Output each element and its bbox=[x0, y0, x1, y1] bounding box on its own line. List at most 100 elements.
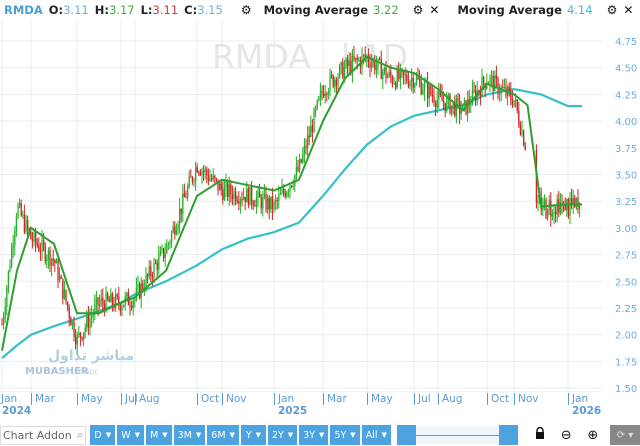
period-button-d[interactable]: D ▼ bbox=[90, 425, 116, 445]
ma2-label: Moving Average bbox=[457, 3, 562, 17]
x-tick-label: Jan bbox=[1, 393, 18, 405]
chevron-down-icon: ▼ bbox=[134, 431, 141, 439]
x-tick-label: Aug bbox=[135, 393, 160, 405]
reset-zoom-button[interactable]: ⟳ ▾ bbox=[610, 425, 640, 445]
y-tick-label: 3.25 bbox=[615, 197, 637, 208]
y-tick-label: 1.50 bbox=[615, 384, 637, 392]
x-tick-label: May bbox=[367, 393, 393, 405]
close-key: C bbox=[184, 3, 193, 17]
period-button-5y[interactable]: 5Y ▼ bbox=[330, 425, 360, 445]
zoom-in-icon[interactable]: ⊕ bbox=[587, 427, 599, 443]
high-sep: : bbox=[104, 3, 109, 17]
ma2-close-icon[interactable]: ✕ bbox=[623, 3, 634, 17]
period-label: All bbox=[365, 429, 378, 441]
period-label: Y bbox=[245, 429, 252, 441]
x-tick-label: Oct bbox=[197, 393, 219, 405]
chevron-down-icon: ▼ bbox=[255, 431, 262, 439]
ma-long-line bbox=[1, 87, 582, 360]
low-value: 3.11 bbox=[152, 3, 179, 17]
period-label: 2Y bbox=[271, 429, 284, 441]
period-label: 5Y bbox=[334, 429, 347, 441]
chevron-down-icon: ▼ bbox=[287, 431, 294, 439]
symbol-label: RMDA bbox=[4, 3, 43, 17]
chevron-down-icon: ▼ bbox=[195, 431, 202, 439]
x-year-label: 2025 bbox=[278, 405, 308, 417]
y-tick-label: 4.75 bbox=[615, 37, 637, 48]
y-tick-label: 2.00 bbox=[615, 331, 637, 342]
period-button-3m[interactable]: 3M ▼ bbox=[173, 425, 206, 445]
x-tick-label: Jul bbox=[414, 393, 431, 405]
period-label: 3M bbox=[177, 429, 192, 441]
open-value: 3.11 bbox=[63, 3, 89, 17]
x-axis: Jan 2024 Mar May Jul Aug Oct Nov Jan 2025 Mar May Ju… bbox=[0, 393, 601, 421]
search-icon: ⌕ bbox=[77, 428, 84, 441]
open-sep: : bbox=[58, 3, 64, 17]
x-tick-label: Aug bbox=[438, 393, 463, 405]
period-button-m[interactable]: M ▼ bbox=[146, 425, 172, 445]
chevron-down-icon: ▼ bbox=[350, 431, 356, 439]
chevron-down-icon: ▼ bbox=[229, 431, 235, 439]
x-tick-label: Mar bbox=[31, 393, 55, 405]
chevron-down-icon: ▼ bbox=[319, 431, 325, 439]
range-slider[interactable] bbox=[396, 425, 519, 445]
period-label: M bbox=[150, 429, 159, 441]
low-key: L bbox=[140, 3, 148, 17]
period-label: D bbox=[94, 429, 102, 441]
ma1-label: Moving Average bbox=[263, 3, 369, 17]
range-handle-right[interactable] bbox=[499, 425, 519, 445]
period-button-2y[interactable]: 2Y ▼ bbox=[267, 425, 298, 445]
chart-addon-search[interactable]: Chart Addon ⌕ bbox=[0, 425, 87, 445]
chart-legend: RMDA O:3.11 H:3.17 L:3.11 C:3.15 ⚙ Movin… bbox=[0, 0, 640, 20]
svg-text:MUBASHER: MUBASHER bbox=[25, 366, 89, 377]
ma2-value: 4.14 bbox=[566, 3, 593, 17]
y-tick-label: 2.50 bbox=[615, 277, 637, 288]
chevron-down-icon: ▼ bbox=[162, 431, 168, 439]
y-tick-label: 3.50 bbox=[615, 171, 637, 182]
period-label: 3Y bbox=[303, 429, 316, 441]
x-tick-label: Jan bbox=[568, 393, 588, 405]
x-tick-label: Mar bbox=[323, 393, 347, 405]
zoom-out-icon[interactable]: ⊖ bbox=[560, 427, 572, 443]
x-tick-label: Oct bbox=[487, 393, 509, 405]
x-year-label: 2024 bbox=[2, 405, 32, 417]
close-sep: : bbox=[192, 3, 198, 17]
period-button-all[interactable]: All ▼ bbox=[361, 425, 391, 445]
high-key: H bbox=[94, 3, 105, 17]
y-tick-label: 1.75 bbox=[615, 357, 637, 368]
y-tick-label: 2.25 bbox=[615, 304, 637, 315]
lock-icon[interactable] bbox=[529, 426, 550, 443]
ma1-gear-icon[interactable]: ⚙ bbox=[412, 3, 424, 17]
gear-icon[interactable]: ⚙ bbox=[240, 3, 252, 17]
x-tick-label: Nov bbox=[222, 393, 247, 405]
ma1-value: 3.22 bbox=[373, 3, 399, 17]
x-tick-label: May bbox=[77, 393, 103, 405]
y-tick-label: 3.75 bbox=[615, 144, 637, 155]
period-button-3y[interactable]: 3Y ▼ bbox=[299, 425, 329, 445]
x-tick-label: Jul bbox=[121, 393, 138, 405]
period-label: 6M bbox=[211, 429, 226, 441]
close-value: 3.15 bbox=[197, 3, 223, 17]
y-tick-label: 4.25 bbox=[615, 90, 637, 101]
period-button-6m[interactable]: 6M ▼ bbox=[207, 425, 239, 445]
y-tick-label: 3.00 bbox=[615, 224, 637, 235]
range-handle-left[interactable] bbox=[396, 425, 416, 445]
high-value: 3.17 bbox=[108, 3, 135, 17]
x-tick-label: Nov bbox=[514, 393, 539, 405]
chevron-down-icon: ▼ bbox=[381, 431, 387, 439]
chart-toolbar: Chart Addon ⌕ D ▼ W ▼ M ▼ 3M ▼ 6M ▼ Y ▼ 2Y ▼ 3Y ▼ 5Y ▼ All… bbox=[0, 424, 640, 446]
chevron-down-icon: ▼ bbox=[105, 431, 112, 439]
y-axis: 4.75 4.50 4.25 4.00 3.75 3.50 3.25 3.00 2.75 2.50… bbox=[615, 37, 637, 392]
ma1-close-icon[interactable]: ✕ bbox=[429, 3, 440, 17]
svg-text:RMDA: RMDA bbox=[212, 37, 311, 76]
ma2-gear-icon[interactable]: ⚙ bbox=[606, 3, 618, 17]
period-button-y[interactable]: Y ▼ bbox=[240, 425, 266, 445]
low-sep: : bbox=[147, 3, 153, 17]
period-button-w[interactable]: W ▼ bbox=[117, 425, 145, 445]
y-tick-label: 2.75 bbox=[615, 251, 637, 262]
y-tick-label: 4.50 bbox=[615, 64, 637, 75]
x-tick-label: Jan bbox=[274, 393, 294, 405]
svg-text:مباشر تداول: مباشر تداول bbox=[48, 348, 134, 364]
svg-text:TRADE: TRADE bbox=[77, 369, 98, 376]
